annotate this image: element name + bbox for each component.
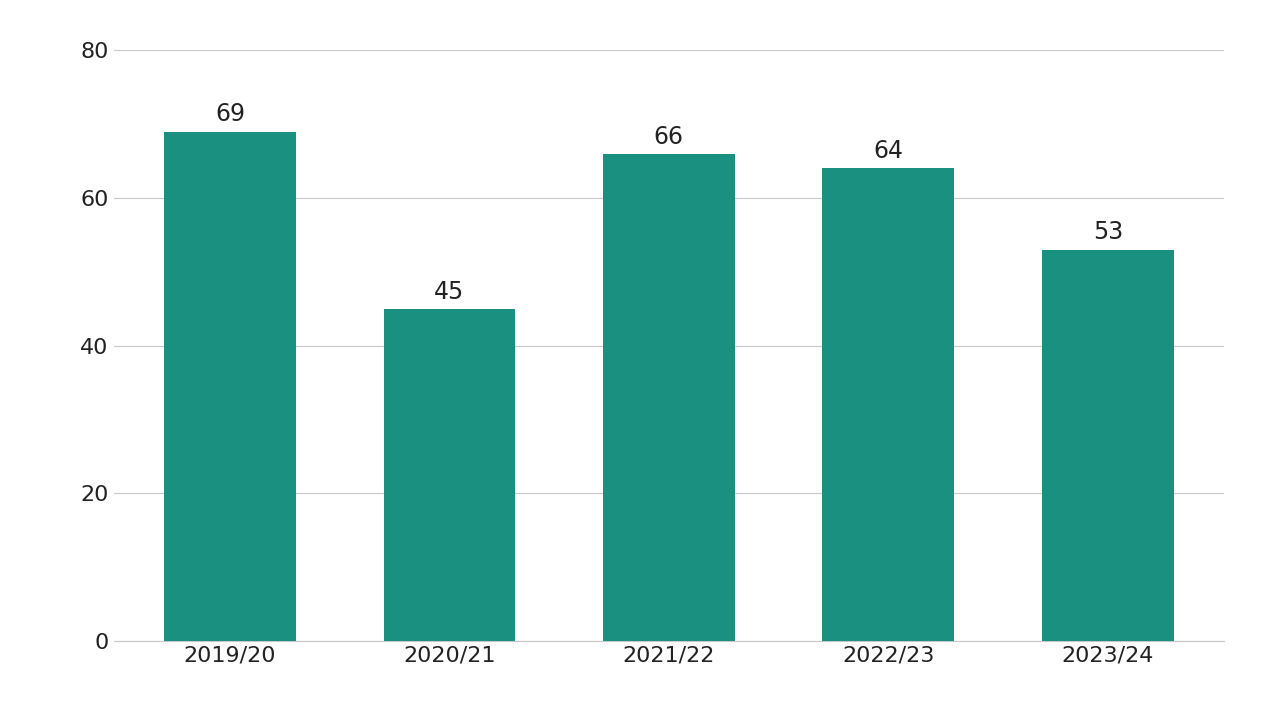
Bar (823, 168, 954, 641)
Text: 45: 45 (434, 279, 464, 304)
Text: 53: 53 (1093, 220, 1123, 245)
Bar (603, 153, 734, 641)
Text: 64: 64 (873, 139, 904, 163)
Text: 69: 69 (215, 102, 245, 127)
Bar (164, 132, 295, 641)
Bar (384, 309, 515, 641)
Text: 66: 66 (654, 125, 684, 148)
Bar (1042, 250, 1174, 641)
